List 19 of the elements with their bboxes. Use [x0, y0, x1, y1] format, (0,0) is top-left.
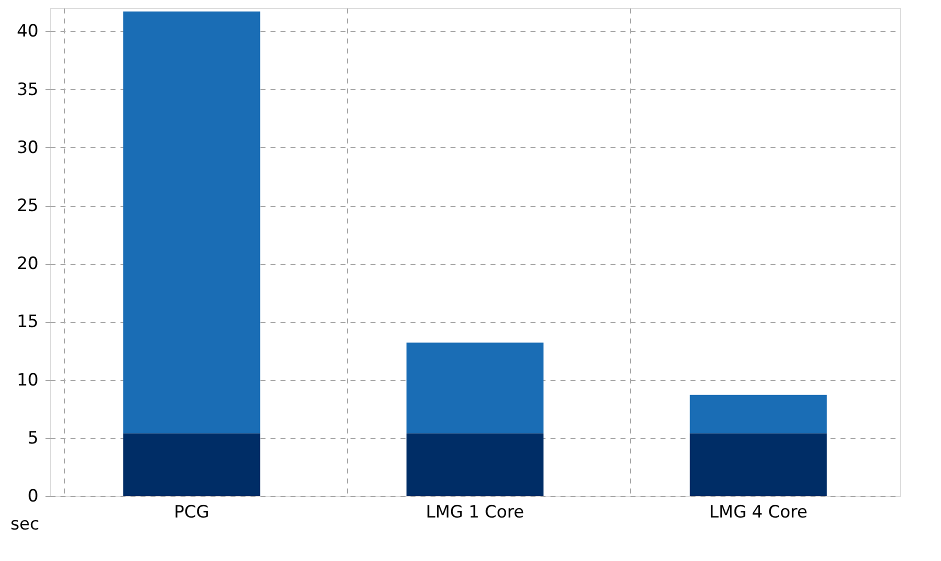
bar: [690, 433, 827, 496]
y-tick-label: 30: [16, 138, 38, 158]
bar: [123, 433, 260, 496]
y-tick-label: 25: [16, 196, 38, 216]
y-tick-label: 5: [28, 428, 38, 448]
y-tick-label: 15: [16, 312, 38, 332]
bar: [690, 394, 827, 434]
x-tick-label: LMG 4 Core: [709, 502, 808, 522]
bar: [406, 433, 544, 496]
y-tick-label: 40: [16, 22, 38, 42]
y-tick-label: 0: [28, 486, 38, 506]
y-tick-label: 10: [16, 370, 38, 390]
y-tick-label: 35: [16, 80, 38, 100]
x-tick-label: PCG: [174, 502, 210, 522]
x-tick-label: LMG 1 Core: [426, 502, 524, 522]
bar: [123, 11, 260, 434]
bar: [406, 342, 544, 434]
y-tick-label: 20: [16, 254, 38, 274]
y-axis-title: sec: [10, 514, 40, 534]
